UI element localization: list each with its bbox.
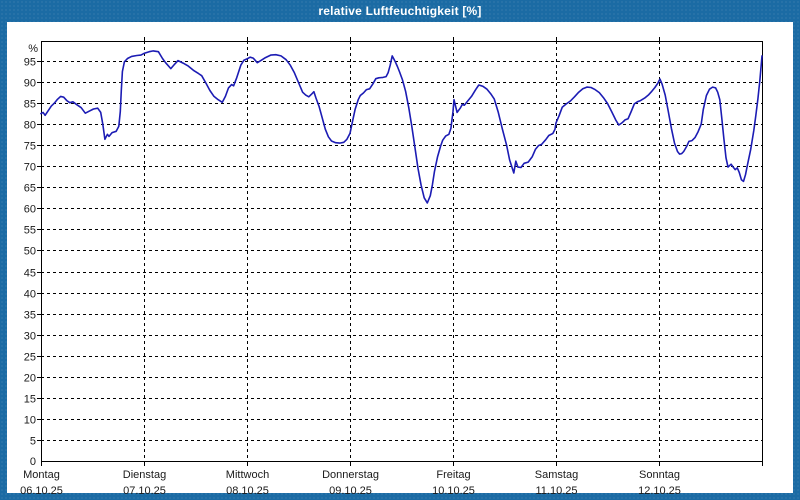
y-axis-label: 15 — [24, 394, 36, 406]
y-axis-label: 50 — [24, 246, 36, 258]
x-axis-date-label: 11.10.25 — [535, 485, 577, 497]
y-axis-label: 25 — [24, 352, 36, 364]
x-axis-date-label: 09.10.25 — [329, 485, 372, 497]
y-axis-label: 5 — [30, 436, 36, 448]
humidity-line — [40, 50, 763, 204]
plot-border — [41, 41, 763, 462]
window-content — [7, 22, 793, 493]
x-axis-day-label: Montag — [23, 469, 60, 481]
x-axis-date-label: 08.10.25 — [226, 485, 269, 497]
y-axis-label: 70 — [24, 162, 36, 174]
y-axis-label: 20 — [24, 373, 36, 385]
y-axis-label: 95 — [24, 57, 36, 69]
x-axis-date-label: 06.10.25 — [20, 485, 63, 497]
y-axis-label: 85 — [24, 99, 36, 111]
x-axis-day-label: Dienstag — [123, 469, 166, 481]
y-axis-label: 65 — [24, 183, 36, 195]
window-title: relative Luftfeuchtigkeit [%] — [318, 4, 482, 18]
x-axis-day-label: Sonntag — [639, 469, 680, 481]
y-axis-label: 75 — [24, 141, 36, 153]
x-axis-day-label: Donnerstag — [322, 469, 379, 481]
y-axis-label: 35 — [24, 310, 36, 322]
x-axis-day-label: Mittwoch — [226, 469, 269, 481]
y-axis-label: 90 — [24, 78, 36, 90]
y-axis-label: 40 — [24, 289, 36, 301]
x-axis-date-label: 10.10.25 — [432, 485, 475, 497]
x-axis-date-label: 12.10.25 — [638, 485, 681, 497]
y-axis-label: 80 — [24, 120, 36, 132]
y-axis-unit-label: % — [28, 43, 38, 55]
y-axis-label: 55 — [24, 225, 36, 237]
y-axis-label: 30 — [24, 331, 36, 343]
y-axis-label: 60 — [24, 204, 36, 216]
x-axis-day-label: Freitag — [436, 469, 470, 481]
y-axis-origin-label: 0 — [30, 456, 36, 468]
y-axis-label: 45 — [24, 268, 36, 280]
window-titlebar: relative Luftfeuchtigkeit [%] — [0, 0, 800, 22]
y-axis-label: 10 — [24, 415, 36, 427]
x-axis-day-label: Samstag — [535, 469, 578, 481]
x-axis-date-label: 07.10.25 — [123, 485, 166, 497]
